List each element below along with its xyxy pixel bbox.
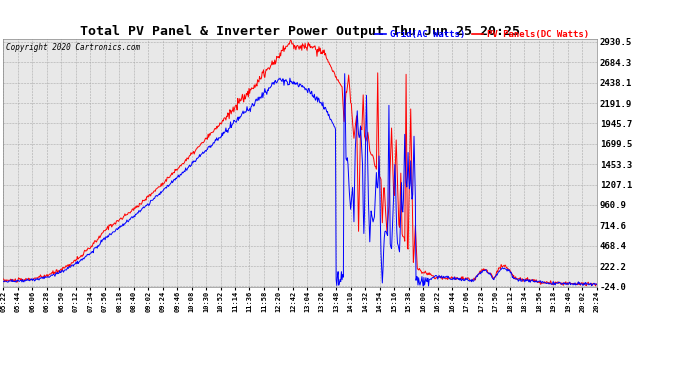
Legend: Grid(AC Watts), PV Panels(DC Watts): Grid(AC Watts), PV Panels(DC Watts) [372, 27, 592, 43]
Text: Copyright 2020 Cartronics.com: Copyright 2020 Cartronics.com [6, 43, 141, 52]
Title: Total PV Panel & Inverter Power Output Thu Jun 25 20:25: Total PV Panel & Inverter Power Output T… [80, 25, 520, 38]
